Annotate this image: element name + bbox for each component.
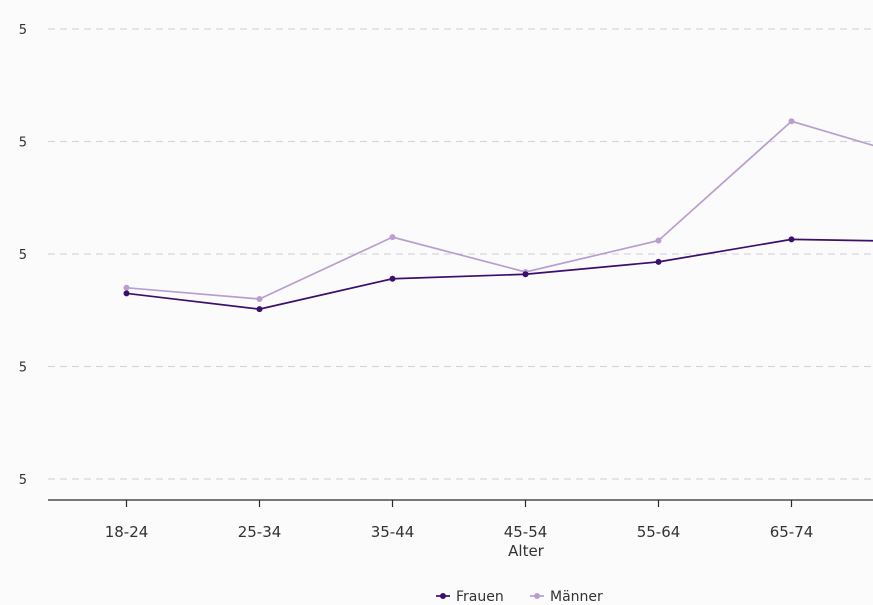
x-tick-label: 65-74 bbox=[770, 523, 814, 541]
gridlines bbox=[48, 28, 873, 480]
legend-item-frauen: Frauen bbox=[436, 589, 504, 605]
legend-item-männer: Männer bbox=[530, 589, 603, 605]
legend-label: Frauen bbox=[456, 589, 504, 605]
x-tick-label: 25-34 bbox=[238, 523, 282, 541]
legend-marker bbox=[440, 593, 446, 599]
series-frauen bbox=[123, 236, 873, 313]
x-tick-label: 45-54 bbox=[504, 523, 548, 541]
x-tick-label: 35-44 bbox=[371, 523, 415, 541]
data-point bbox=[522, 271, 529, 278]
y-axis-ticks: 5 5 5 5 5 bbox=[19, 23, 27, 488]
data-point bbox=[256, 296, 263, 302]
data-point bbox=[788, 236, 795, 243]
y-tick-label: 5 bbox=[19, 136, 27, 151]
data-point bbox=[389, 234, 396, 241]
data-point bbox=[123, 290, 130, 297]
legend-label: Männer bbox=[550, 589, 603, 605]
series-layer bbox=[123, 118, 873, 313]
data-point bbox=[123, 284, 130, 291]
data-point bbox=[655, 237, 662, 244]
data-point bbox=[788, 118, 795, 125]
x-axis-title: Alter bbox=[508, 542, 545, 560]
y-tick-label: 5 bbox=[19, 248, 27, 263]
y-tick-label: 5 bbox=[19, 361, 27, 376]
series-line bbox=[126, 120, 873, 300]
data-point bbox=[655, 258, 662, 265]
y-tick-label: 5 bbox=[19, 23, 27, 38]
y-tick-label: 5 bbox=[19, 473, 27, 488]
data-point bbox=[256, 306, 263, 313]
series-line bbox=[126, 238, 873, 310]
data-point bbox=[389, 275, 396, 282]
legend-marker bbox=[534, 593, 540, 599]
legend: Frauen Männer bbox=[436, 589, 603, 605]
x-tick-label: 55-64 bbox=[637, 523, 681, 541]
x-tick-label: 18-24 bbox=[105, 523, 149, 541]
